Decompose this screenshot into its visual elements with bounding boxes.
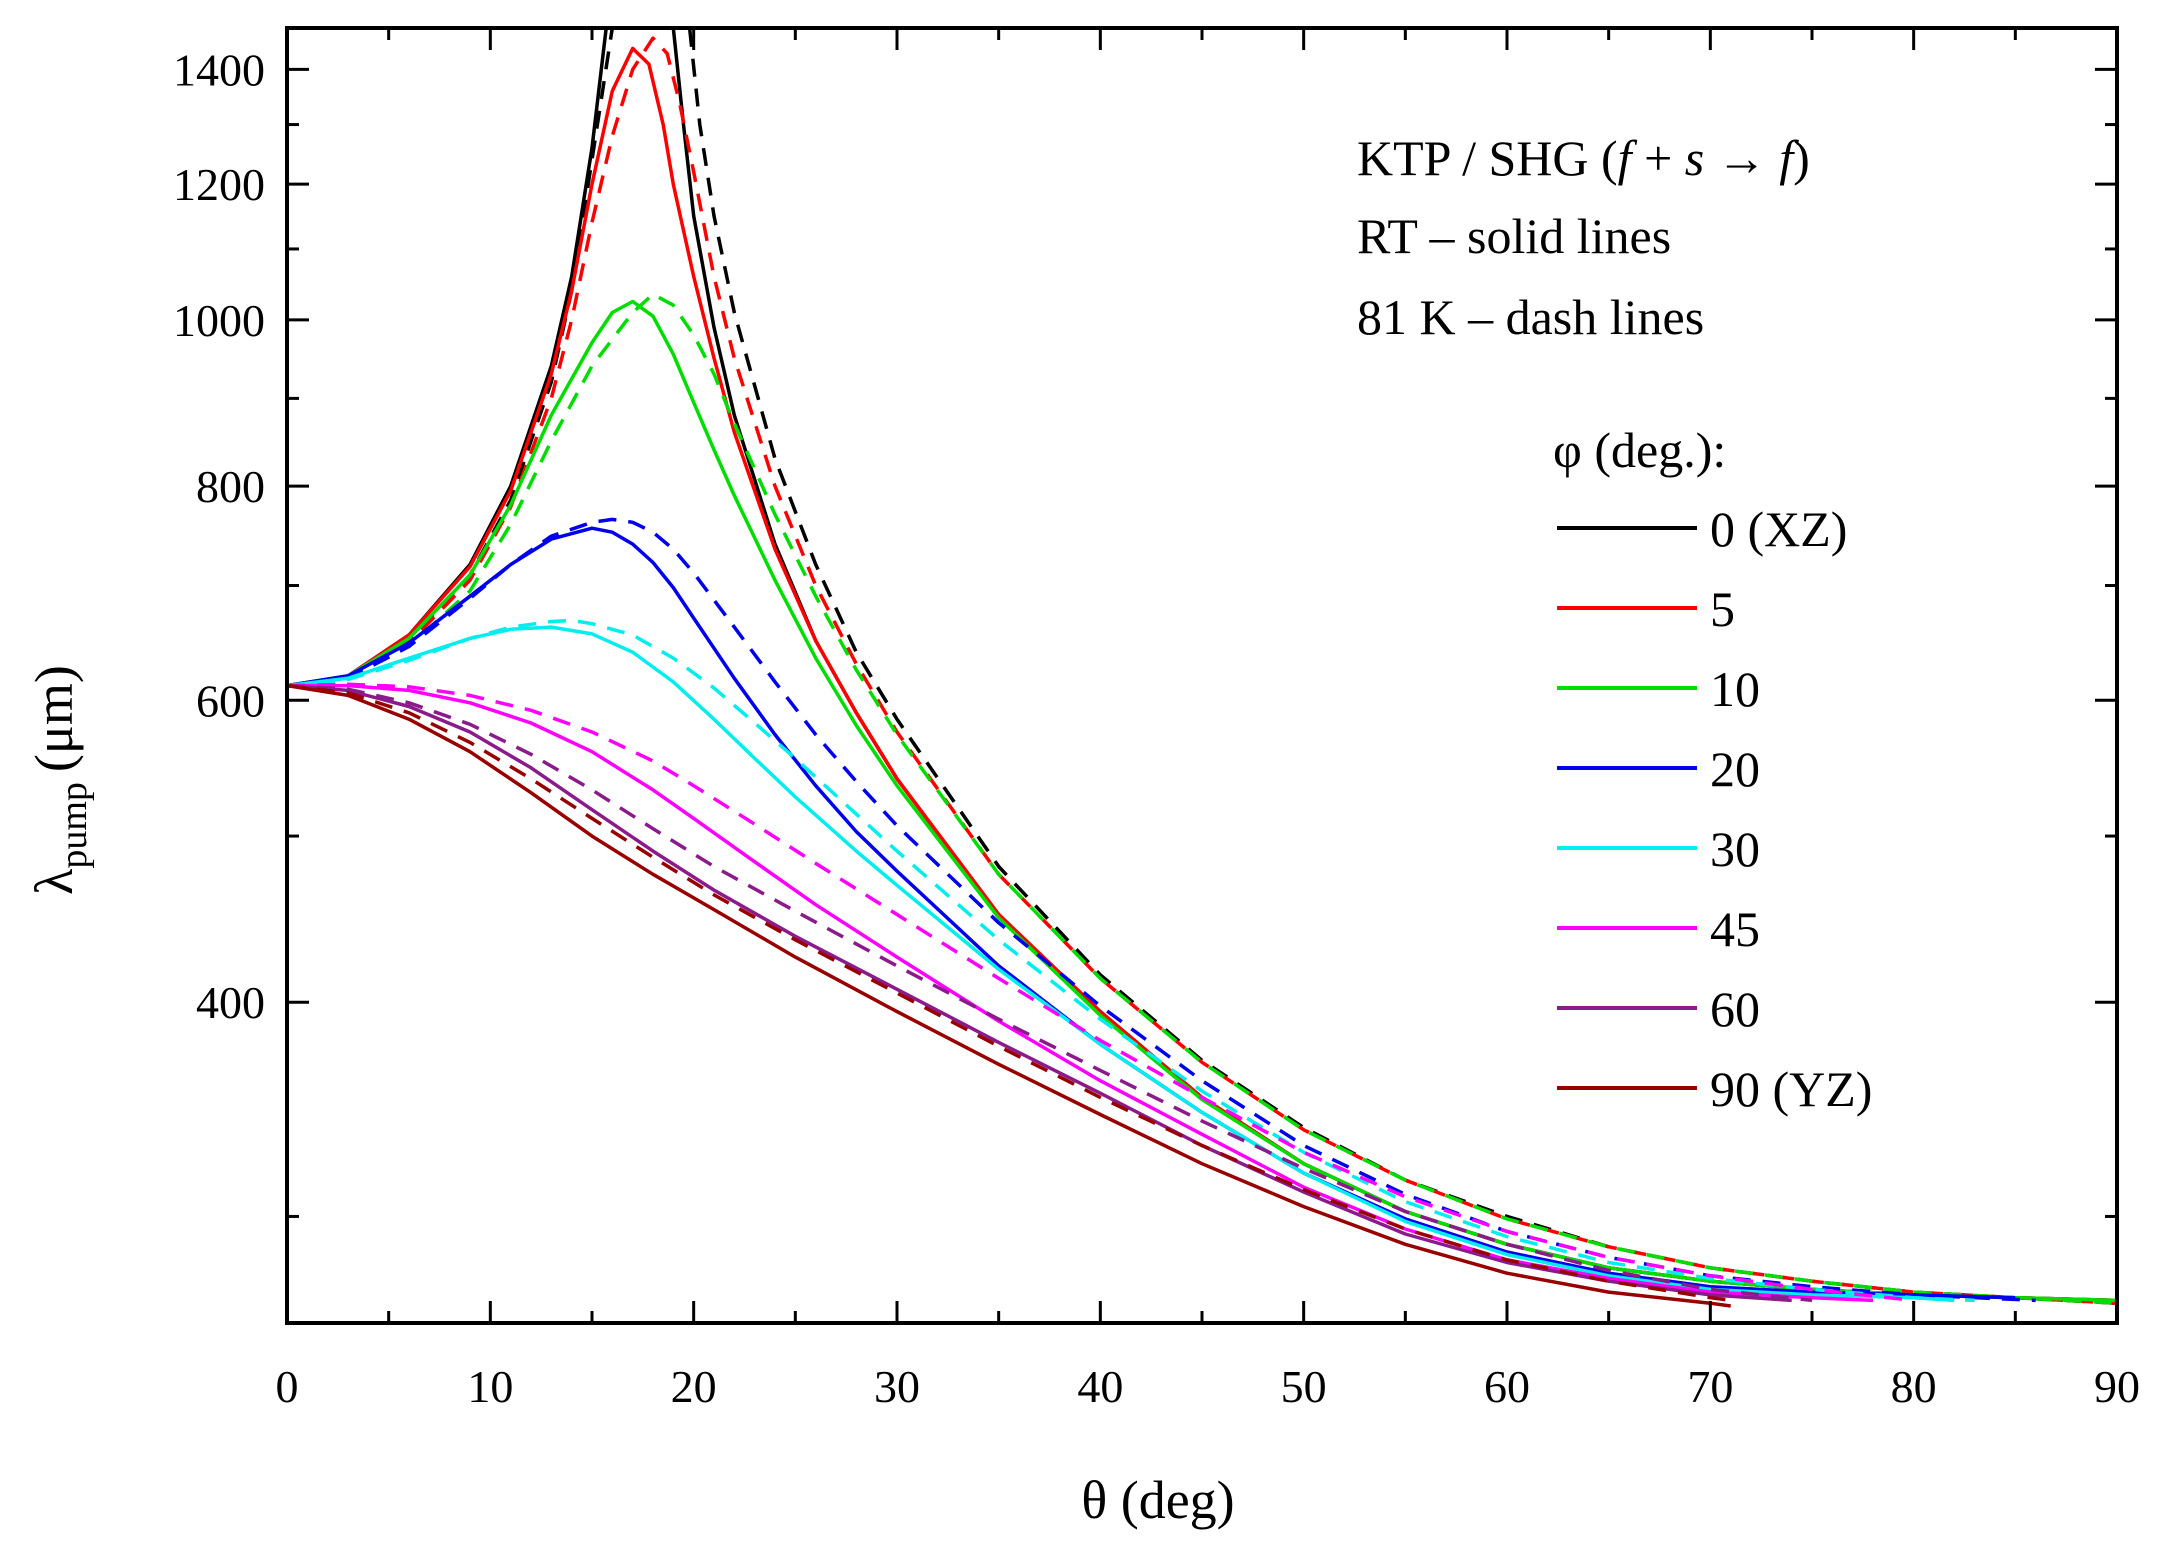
y-tick-label: 800 bbox=[196, 461, 265, 512]
x-tick-label: 60 bbox=[1484, 1361, 1530, 1412]
x-axis-title: θ (deg) bbox=[1081, 1470, 1234, 1530]
series-line-1-dash bbox=[287, 36, 2117, 1305]
annotation: KTP / SHG (f + s → f) RT – solid lines 8… bbox=[1357, 130, 1810, 345]
legend: 0 (XZ) 5 10 20 30 45 60 90 (YZ) bbox=[1557, 501, 1872, 1117]
y-tick-label: 600 bbox=[196, 675, 265, 726]
legend-label-4: 30 bbox=[1710, 821, 1760, 877]
series-line-4-dash bbox=[287, 618, 1975, 1303]
series-line-6-dash bbox=[287, 683, 1813, 1303]
series-line-2-dash bbox=[287, 292, 2117, 1305]
series-line-3-dash bbox=[287, 517, 2036, 1303]
x-tick-label: 20 bbox=[671, 1361, 717, 1412]
series-line-5-dash bbox=[287, 682, 1914, 1303]
y-axis-title-symbol: λ bbox=[24, 869, 84, 895]
x-tick-label: 10 bbox=[467, 1361, 513, 1412]
legend-title: φ (deg.): bbox=[1553, 422, 1726, 478]
legend-label-1: 5 bbox=[1710, 581, 1735, 637]
y-axis-title-unit: (μm) bbox=[24, 665, 84, 772]
ticks-layer: 0 10 20 30 40 50 60 70 80 90 400 600 800 1000 1200 1400 bbox=[173, 28, 2140, 1412]
legend-label-3: 20 bbox=[1710, 741, 1760, 797]
series-line-0-dash bbox=[287, 28, 2117, 1305]
series-layer bbox=[287, 28, 2117, 1308]
series-line-7-solid bbox=[287, 683, 1731, 1308]
x-tick-label: 30 bbox=[874, 1361, 920, 1412]
y-tick-label: 1000 bbox=[173, 295, 265, 346]
legend-label-0: 0 (XZ) bbox=[1710, 501, 1847, 557]
annotation-line-3: 81 K – dash lines bbox=[1357, 289, 1704, 345]
series-line-6-solid bbox=[287, 683, 1792, 1303]
annotation-line-2: RT – solid lines bbox=[1357, 208, 1671, 264]
x-tick-label: 90 bbox=[2094, 1361, 2140, 1412]
x-tick-label: 50 bbox=[1281, 1361, 1327, 1412]
plot-frame bbox=[285, 26, 2119, 1325]
legend-label-5: 45 bbox=[1710, 901, 1760, 957]
y-axis-title: λpump (μm) bbox=[24, 665, 95, 895]
x-tick-label: 40 bbox=[1077, 1361, 1123, 1412]
x-tick-label: 0 bbox=[276, 1361, 299, 1412]
y-axis-title-subscript: pump bbox=[53, 782, 95, 869]
annotation-line-1: KTP / SHG (f + s → f) bbox=[1357, 130, 1810, 186]
y-tick-label: 1400 bbox=[173, 44, 265, 95]
legend-label-2: 10 bbox=[1710, 661, 1760, 717]
legend-label-6: 60 bbox=[1710, 981, 1760, 1037]
series-line-5-solid bbox=[287, 683, 1874, 1303]
series-line-2-solid bbox=[287, 299, 2117, 1303]
series-line-4-solid bbox=[287, 625, 1955, 1303]
legend-label-7: 90 (YZ) bbox=[1710, 1061, 1872, 1117]
x-tick-label: 70 bbox=[1687, 1361, 1733, 1412]
x-tick-label: 80 bbox=[1891, 1361, 1937, 1412]
series-line-7-dash bbox=[287, 683, 1731, 1303]
y-tick-label: 1200 bbox=[173, 159, 265, 210]
y-tick-label: 400 bbox=[196, 977, 265, 1028]
